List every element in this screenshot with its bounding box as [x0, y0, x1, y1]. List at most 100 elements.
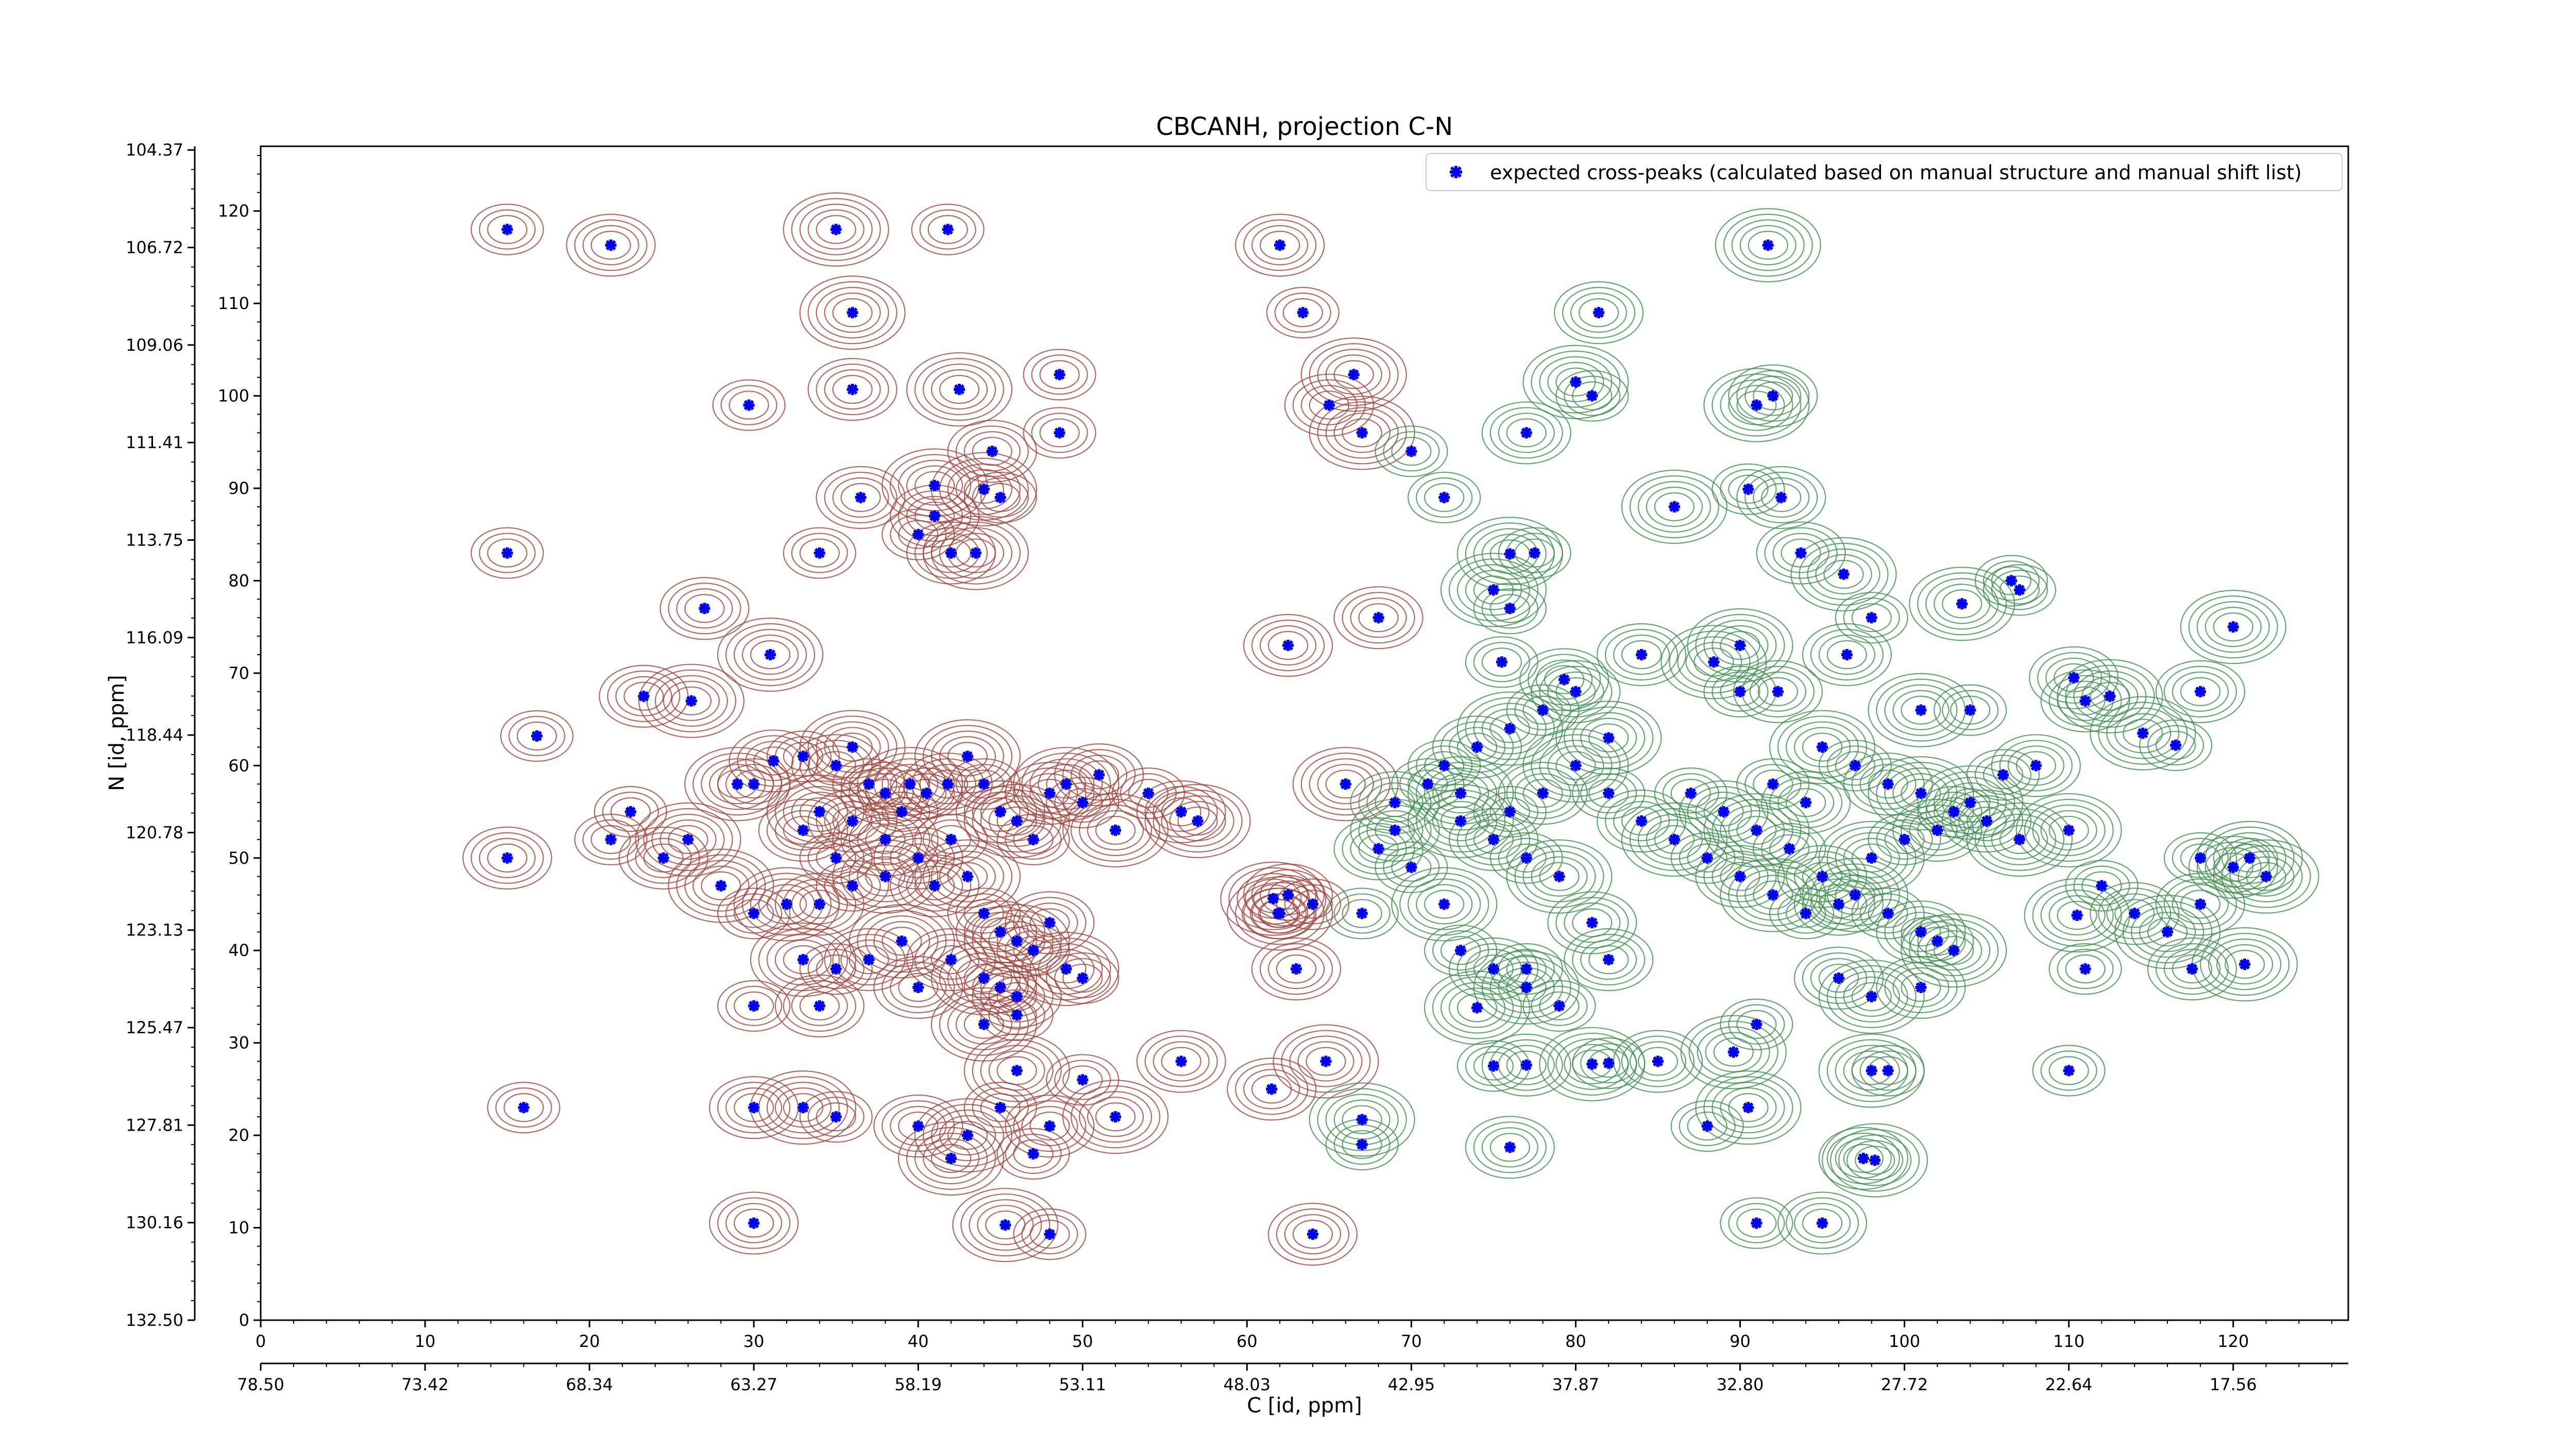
- contour-ring: [676, 854, 766, 917]
- marker-shape: [921, 788, 933, 799]
- contour-ring: [1802, 1208, 1843, 1238]
- contour-ring: [1473, 950, 1580, 1025]
- marker-shape: [1869, 1154, 1881, 1166]
- cross-peak-marker: [1849, 760, 1861, 772]
- contour-ring: [1572, 908, 1613, 937]
- cross-peak-marker: [1570, 376, 1582, 388]
- marker-shape: [994, 982, 1006, 993]
- contour-ring: [1333, 586, 1423, 650]
- contour-ring: [1481, 588, 1538, 629]
- marker-shape: [1504, 723, 1516, 735]
- cross-peak-marker: [748, 1102, 760, 1114]
- contour-ring: [659, 577, 750, 640]
- marker-shape: [1027, 833, 1039, 845]
- contour-ring: [2139, 912, 2196, 952]
- marker-shape: [2170, 739, 2181, 751]
- contour-ring: [1039, 418, 1080, 448]
- contour-ring: [1802, 862, 1843, 891]
- contour-ring: [1982, 564, 2056, 616]
- marker-shape: [994, 806, 1006, 817]
- cross-peak-marker: [912, 982, 924, 993]
- contour-ring: [734, 1208, 774, 1238]
- contour-ring: [1260, 230, 1300, 260]
- cross-peak-marker: [994, 982, 1006, 993]
- cross-peak-marker: [1356, 427, 1368, 439]
- marker-shape: [1915, 982, 1927, 993]
- contour-ring: [1925, 578, 1999, 630]
- contour-ring: [1282, 298, 1323, 328]
- contour-ring: [1498, 838, 1555, 878]
- contour-ring: [1687, 786, 1760, 838]
- contour-ring: [2090, 696, 2196, 771]
- contour-ring: [1705, 1032, 1762, 1072]
- contour-ring: [1031, 413, 1088, 453]
- marker-shape: [1899, 833, 1910, 845]
- marker-shape: [1915, 704, 1927, 716]
- contour-ring: [1456, 993, 1498, 1022]
- marker-shape: [1701, 852, 1713, 864]
- contour-ring: [725, 1203, 783, 1243]
- contour-ring: [980, 989, 1054, 1041]
- contour-ring: [1005, 819, 1062, 860]
- contour-ring: [919, 764, 976, 805]
- cross-peak-marker: [1504, 806, 1516, 817]
- contour-ring: [1830, 1129, 1920, 1192]
- contour-ring: [1456, 732, 1498, 762]
- cross-peak-marker: [814, 1000, 825, 1012]
- contour-ring: [1276, 954, 1317, 984]
- marker-shape: [1603, 1057, 1615, 1069]
- contour-ring: [1465, 1116, 1555, 1179]
- contour-ring: [1843, 1050, 1900, 1091]
- contour-ring: [914, 471, 955, 500]
- marker-shape: [1011, 1009, 1023, 1021]
- cross-peak-marker: [1438, 898, 1450, 910]
- contour-ring: [1564, 1044, 1621, 1085]
- contour-ring: [684, 594, 725, 623]
- marker-shape: [1389, 824, 1401, 836]
- cross-peak-marker: [501, 224, 513, 235]
- contour-ring: [1580, 773, 1637, 814]
- contour-ring: [2081, 871, 2122, 900]
- contour-ring: [824, 369, 881, 410]
- contour-ring: [1465, 819, 1522, 860]
- cross-peak-marker: [1586, 390, 1598, 402]
- contour-ring: [1473, 825, 1514, 854]
- marker-shape: [1389, 797, 1401, 809]
- contour-ring: [1720, 677, 1760, 706]
- contour-ring: [1843, 976, 1900, 1017]
- marker-shape: [1011, 1065, 1023, 1077]
- contour-ring: [1728, 810, 1785, 851]
- contour-ring: [1251, 619, 1325, 672]
- marker-shape: [1520, 1059, 1532, 1071]
- contour-ring: [1613, 1030, 1703, 1093]
- contour-ring: [939, 856, 996, 897]
- contour-ring: [1013, 931, 1120, 1006]
- contour-ring: [701, 758, 774, 810]
- contour-ring: [963, 471, 1037, 524]
- cross-peak-marker: [1455, 945, 1467, 957]
- marker-shape: [1603, 732, 1615, 744]
- cross-peak-marker: [1320, 1055, 1332, 1067]
- marker-shape: [1784, 843, 1795, 855]
- contour-ring: [865, 786, 939, 838]
- marker-shape: [1795, 547, 1807, 559]
- cross-peak-marker: [748, 1000, 760, 1012]
- marker-shape: [879, 870, 891, 882]
- contour-ring: [2054, 663, 2094, 692]
- cross-peak-marker: [1593, 307, 1605, 318]
- contour-ring: [898, 860, 972, 912]
- cross-peak-marker: [2170, 739, 2181, 751]
- contour-ring: [470, 527, 544, 579]
- contour-ring: [930, 850, 1005, 902]
- contour-ring: [1259, 943, 1333, 995]
- cross-peak-marker: [1915, 704, 1927, 716]
- contour-ring: [1564, 706, 1654, 770]
- marker-shape: [1915, 926, 1927, 938]
- contour-ring: [1793, 1203, 1851, 1243]
- contour-ring: [2221, 838, 2278, 878]
- contour-ring: [1161, 797, 1201, 827]
- contour-ring: [963, 1082, 1037, 1134]
- marker-shape: [1487, 1060, 1499, 1072]
- contour-ring: [1790, 537, 1897, 611]
- contour-ring: [1095, 815, 1136, 845]
